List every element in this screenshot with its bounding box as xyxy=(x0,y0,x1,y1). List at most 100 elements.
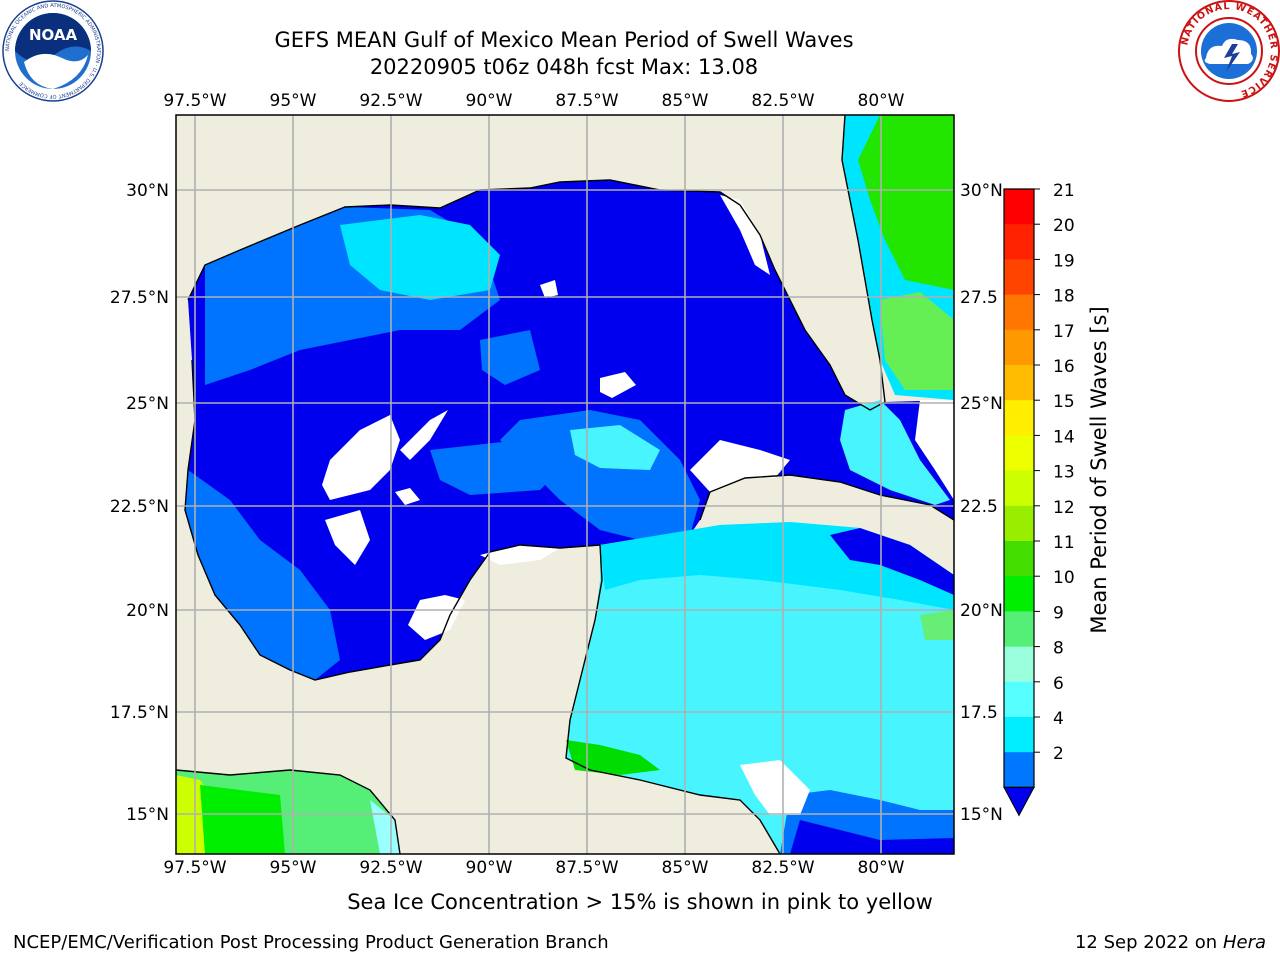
chart-title: GEFS MEAN Gulf of Mexico Mean Period of … xyxy=(274,28,854,52)
swell-zone-blue xyxy=(830,528,954,595)
swell-zone-mid xyxy=(185,470,340,680)
no-data-area xyxy=(322,415,400,500)
no-data-area xyxy=(600,372,636,398)
lon-tick-label: 92.5°W xyxy=(359,91,422,111)
swell-zone-mid xyxy=(430,440,560,495)
swell-zone-blue xyxy=(790,820,954,854)
credit-host: Hera xyxy=(1222,932,1266,953)
no-data-area xyxy=(408,595,465,640)
lat-tick-label: 30°N xyxy=(960,181,1003,201)
colorbar-extend-arrow xyxy=(1003,786,1035,817)
lon-tick-label: 87.5°W xyxy=(555,91,618,111)
colorbar-tick-label: 15 xyxy=(1053,392,1075,412)
nws-logo-icon: NATIONAL WEATHER SERVICE xyxy=(1178,0,1280,102)
lat-tick-label: 17.5 xyxy=(960,703,998,723)
coastline-cuba xyxy=(699,474,954,521)
no-data-area xyxy=(915,400,954,500)
lat-tick-label: 25°N xyxy=(960,394,1003,414)
colorbar-band xyxy=(1004,224,1034,260)
lon-tick-label: 92.5°W xyxy=(359,858,422,878)
colorbar-tick-label: 9 xyxy=(1053,603,1064,623)
colorbar-band xyxy=(1004,329,1034,366)
colorbar-band xyxy=(1004,259,1034,296)
colorbar-band xyxy=(1004,505,1034,542)
lon-tick-label: 95°W xyxy=(270,91,317,111)
colorbar-band xyxy=(1004,541,1034,577)
credit-date: 12 Sep 2022 on xyxy=(1074,932,1218,953)
map-graticule xyxy=(176,115,954,854)
lon-tick-label: 85°W xyxy=(662,91,709,111)
colorbar-label: Mean Period of Swell Waves [s] xyxy=(1087,306,1111,633)
coastline-north xyxy=(187,115,886,411)
swell-zone-green xyxy=(200,785,285,854)
lon-tick-label: 80°W xyxy=(858,91,905,111)
lon-tick-label: 80°W xyxy=(858,858,905,878)
colorbar-tick-label: 10 xyxy=(1053,568,1075,588)
lat-tick-label: 20°N xyxy=(126,601,169,621)
lon-tick-label: 82.5°W xyxy=(751,91,814,111)
lon-tick-label: 90°W xyxy=(466,91,513,111)
colorbar-band xyxy=(1004,294,1034,331)
lon-tick-label: 97.5°W xyxy=(163,91,226,111)
colorbar-band xyxy=(1004,189,1034,225)
colorbar-band xyxy=(1004,365,1034,401)
lat-tick-label: 17.5°N xyxy=(110,703,169,723)
no-data-area xyxy=(325,510,370,565)
noaa-logo-icon: NATIONAL OCEANIC AND ATMOSPHERIC ADMINIS… xyxy=(2,0,104,102)
colorbar-band xyxy=(1004,400,1034,436)
map-frame xyxy=(175,114,955,855)
colorbar-band xyxy=(1004,611,1034,648)
swell-zone-cyan xyxy=(340,215,500,300)
lat-tick-label: 30°N xyxy=(126,181,169,201)
swell-zone-green xyxy=(920,610,954,640)
lon-tick-label: 95°W xyxy=(270,858,317,878)
colorbar: 21 20 19 18 17 16 15 14 13 12 11 10 9 8 6 4 2 xyxy=(1003,181,1075,817)
colorbar-tick-label: 2 xyxy=(1053,744,1064,764)
lat-tick-label: 27.5°N xyxy=(110,288,169,308)
colorbar-band xyxy=(1004,681,1034,718)
lon-labels-bottom: 97.5°W 95°W 92.5°W 90°W 87.5°W 85°W 82.5°W 80°W xyxy=(163,858,904,878)
lat-labels-right: 30°N 27.5 25°N 22.5 20°N 17.5 15°N xyxy=(960,181,1003,825)
coastline-pacific xyxy=(176,769,401,854)
colorbar-band xyxy=(1004,646,1034,683)
coastline-mexico xyxy=(184,359,601,681)
no-data-area xyxy=(720,195,770,275)
colorbar-tick-label: 20 xyxy=(1053,216,1075,236)
colorbar-tick-label: 11 xyxy=(1053,533,1075,553)
lat-tick-label: 27.5 xyxy=(960,288,998,308)
swell-zone-light xyxy=(840,400,950,505)
colorbar-tick-label: 6 xyxy=(1053,674,1064,694)
colorbar-band xyxy=(1004,717,1034,753)
lon-tick-label: 82.5°W xyxy=(751,858,814,878)
colorbar-tick-label: 21 xyxy=(1053,181,1075,201)
lat-tick-label: 15°N xyxy=(960,805,1003,825)
colorbar-band xyxy=(1004,435,1034,472)
colorbar-tick-label: 12 xyxy=(1053,498,1075,518)
sea-ice-note: Sea Ice Concentration > 15% is shown in … xyxy=(347,890,933,914)
map-area xyxy=(176,115,954,854)
lon-tick-label: 87.5°W xyxy=(555,858,618,878)
colorbar-frame xyxy=(1003,188,1035,788)
colorbar-tick-label: 16 xyxy=(1053,357,1075,377)
credit-date-host: 12 Sep 2022 on Hera xyxy=(1075,932,1266,953)
credit-branch: NCEP/EMC/Verification Post Processing Pr… xyxy=(13,932,609,953)
swell-zone-light xyxy=(570,425,660,470)
colorbar-tick-label: 17 xyxy=(1053,322,1075,342)
lon-tick-label: 90°W xyxy=(466,858,513,878)
swell-zone-mid xyxy=(480,330,540,385)
lat-tick-label: 15°N xyxy=(126,805,169,825)
swell-zone-green xyxy=(566,740,660,775)
colorbar-tick-label: 8 xyxy=(1053,639,1064,659)
lon-labels-top: 97.5°W 95°W 92.5°W 90°W 87.5°W 85°W 82.5°W 80°W xyxy=(163,91,904,111)
no-data-area xyxy=(400,410,448,460)
noaa-logo-text: NOAA xyxy=(29,26,78,44)
chart-subtitle: 20220905 t06z 048h fcst Max: 13.08 xyxy=(369,55,759,79)
atlantic-swell-patch xyxy=(880,292,954,390)
colorbar-tick-label: 13 xyxy=(1053,463,1075,483)
lat-tick-label: 22.5 xyxy=(960,497,998,517)
colorbar-band xyxy=(1004,752,1034,788)
no-data-area xyxy=(395,488,420,505)
no-data-area xyxy=(690,440,790,492)
lon-tick-label: 85°W xyxy=(662,858,709,878)
